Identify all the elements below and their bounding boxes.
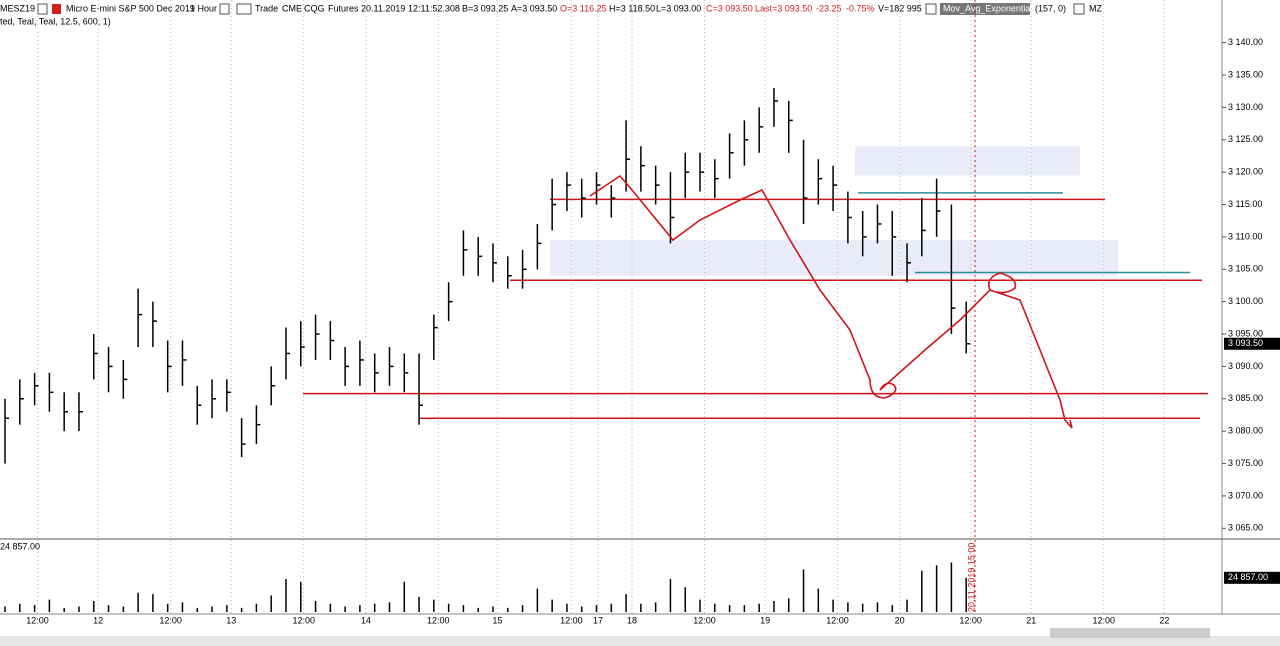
x-tick-label: 12:00 (693, 615, 716, 625)
close: C=3 093.50 (706, 3, 753, 13)
y-tick-label: 3 135.00 (1228, 69, 1263, 79)
indicator: Mov_Avg_Exponential (943, 3, 1032, 13)
x-tick-label: 12:00 (826, 615, 849, 625)
last: Last=3 093.50 (755, 3, 812, 13)
open: O=3 116.25 (560, 3, 607, 13)
y-tick-label: 3 080.00 (1228, 426, 1263, 436)
y-tick-label: 3 140.00 (1228, 37, 1263, 47)
x-tick-label: 12:00 (959, 615, 982, 625)
volume-label: 24 857.00 (0, 541, 40, 551)
y-tick-label: 3 105.00 (1228, 264, 1263, 274)
y-tick-label: 3 090.00 (1228, 361, 1263, 371)
dropdown[interactable] (219, 3, 230, 15)
indicator-box[interactable] (940, 3, 1030, 15)
x-tick-label: 20 (895, 615, 905, 625)
y-tick-label: 3 125.00 (1228, 134, 1263, 144)
zone (550, 240, 1118, 276)
bid: B=3 093.25 (462, 3, 508, 13)
x-tick-label: 22 (1159, 615, 1169, 625)
period: 1 Hour (190, 3, 217, 13)
dropdown[interactable] (37, 3, 48, 15)
x-tick-label: 12:00 (1092, 615, 1115, 625)
cursor-label: 20.11.2019 15:00 (966, 543, 976, 612)
y-tick-label: 3 120.00 (1228, 167, 1263, 177)
x-tick-label: 15 (492, 615, 502, 625)
volume-badge-label: 24 857.00 (1228, 572, 1268, 582)
freehand-annotation (589, 174, 1073, 429)
y-tick-label: 3 110.00 (1228, 231, 1262, 241)
ask: A=3 093.50 (511, 3, 557, 13)
x-tick-label: 12:00 (26, 615, 49, 625)
y-tick-label: 3 075.00 (1228, 458, 1263, 468)
x-tick-label: 17 (593, 615, 603, 625)
indicator-line: ted, Teal, Teal, 12.5, 600, 1) (0, 16, 111, 26)
symbol: MESZ19 (0, 3, 35, 13)
change-pct: -0.75% (846, 3, 875, 13)
x-tick-label: 12 (93, 615, 103, 625)
close-button[interactable] (1073, 3, 1085, 15)
y-tick-label: 3 085.00 (1228, 393, 1263, 403)
price-badge-label: 3 093.50 (1228, 338, 1263, 348)
x-tick-label: 12:00 (292, 615, 315, 625)
kind: Futures (328, 3, 359, 13)
x-tick-label: 21 (1026, 615, 1036, 625)
mode: Trade (255, 3, 278, 13)
exchange: CME (282, 3, 302, 13)
y-tick-label: 3 070.00 (1228, 490, 1263, 500)
extra: MZ (1089, 3, 1102, 13)
x-tick-label: 19 (760, 615, 770, 625)
y-tick-label: 3 115.00 (1228, 199, 1262, 209)
y-tick-label: 3 065.00 (1228, 523, 1263, 533)
volume-badge (1224, 571, 1280, 584)
x-tick-label: 14 (361, 615, 371, 625)
color-box[interactable] (52, 4, 61, 14)
tab-bar (0, 636, 1280, 646)
x-tick-label: 12:00 (427, 615, 450, 625)
zone (855, 146, 1080, 176)
x-tick-label: 12:00 (560, 615, 583, 625)
date: 20.11.2019 (361, 3, 405, 13)
bottom-tabs (0, 628, 1280, 646)
close-button[interactable] (925, 3, 937, 15)
refresh[interactable] (236, 3, 252, 15)
y-tick-label: 3 095.00 (1228, 328, 1263, 338)
y-tick-label: 3 100.00 (1228, 296, 1263, 306)
x-tick-label: 13 (226, 615, 236, 625)
feed: CQG (304, 3, 325, 13)
change: -23.25 (816, 3, 842, 13)
scrollbar[interactable] (1050, 628, 1210, 638)
time: 12:11:52.308 (408, 3, 460, 13)
instrument: Micro E-mini S&P 500 Dec 2019 (66, 3, 195, 13)
x-tick-label: 12:00 (159, 615, 182, 625)
y-tick-label: 3 130.00 (1228, 102, 1263, 112)
indicator-params: (157, 0) (1035, 3, 1066, 13)
price-badge (1224, 337, 1280, 350)
x-tick-label: 18 (627, 615, 637, 625)
low: L=3 093.00 (656, 3, 701, 13)
